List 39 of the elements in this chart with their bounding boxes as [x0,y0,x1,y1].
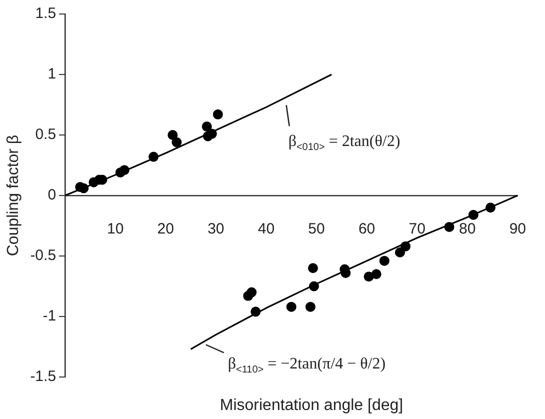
point [212,109,223,120]
x-axis-title: Misorientation angle [deg] [218,397,404,415]
x-tick-label: 10 [106,220,124,238]
x-tick-label: 20 [157,220,174,238]
point [400,241,411,252]
y-tick-label: -0.5 [30,247,56,264]
y-tick-label: 1 [48,66,56,83]
y-axis-title: Coupling factor β [5,134,22,256]
point [78,183,89,194]
y-tick-label: 1.5 [35,5,56,22]
point [379,256,390,266]
x-tick-label: 80 [459,220,476,238]
y-tick-label: -1 [42,308,56,325]
x-tick-label: 70 [408,220,426,238]
point [308,263,318,274]
x-tick-label: 90 [509,220,526,238]
point [246,287,257,298]
point [119,165,130,176]
point [308,281,319,292]
y-tick-label: 0 [48,186,56,204]
y-tick-label: 0.5 [35,126,56,144]
point [206,128,217,139]
x-tick-label: 40 [258,220,275,238]
y-tick-label: -1.5 [30,368,56,386]
point [250,306,261,317]
point [486,202,496,213]
point [202,122,212,132]
point [172,137,182,148]
point [286,302,296,312]
point [371,269,382,280]
point [394,247,405,258]
point [305,302,316,312]
x-tick-label: 60 [358,220,376,238]
x-tick-label: 30 [208,220,224,238]
point [468,210,478,220]
point [148,152,159,162]
point [168,130,178,140]
point [444,222,454,232]
x-tick-label: 50 [308,220,325,238]
